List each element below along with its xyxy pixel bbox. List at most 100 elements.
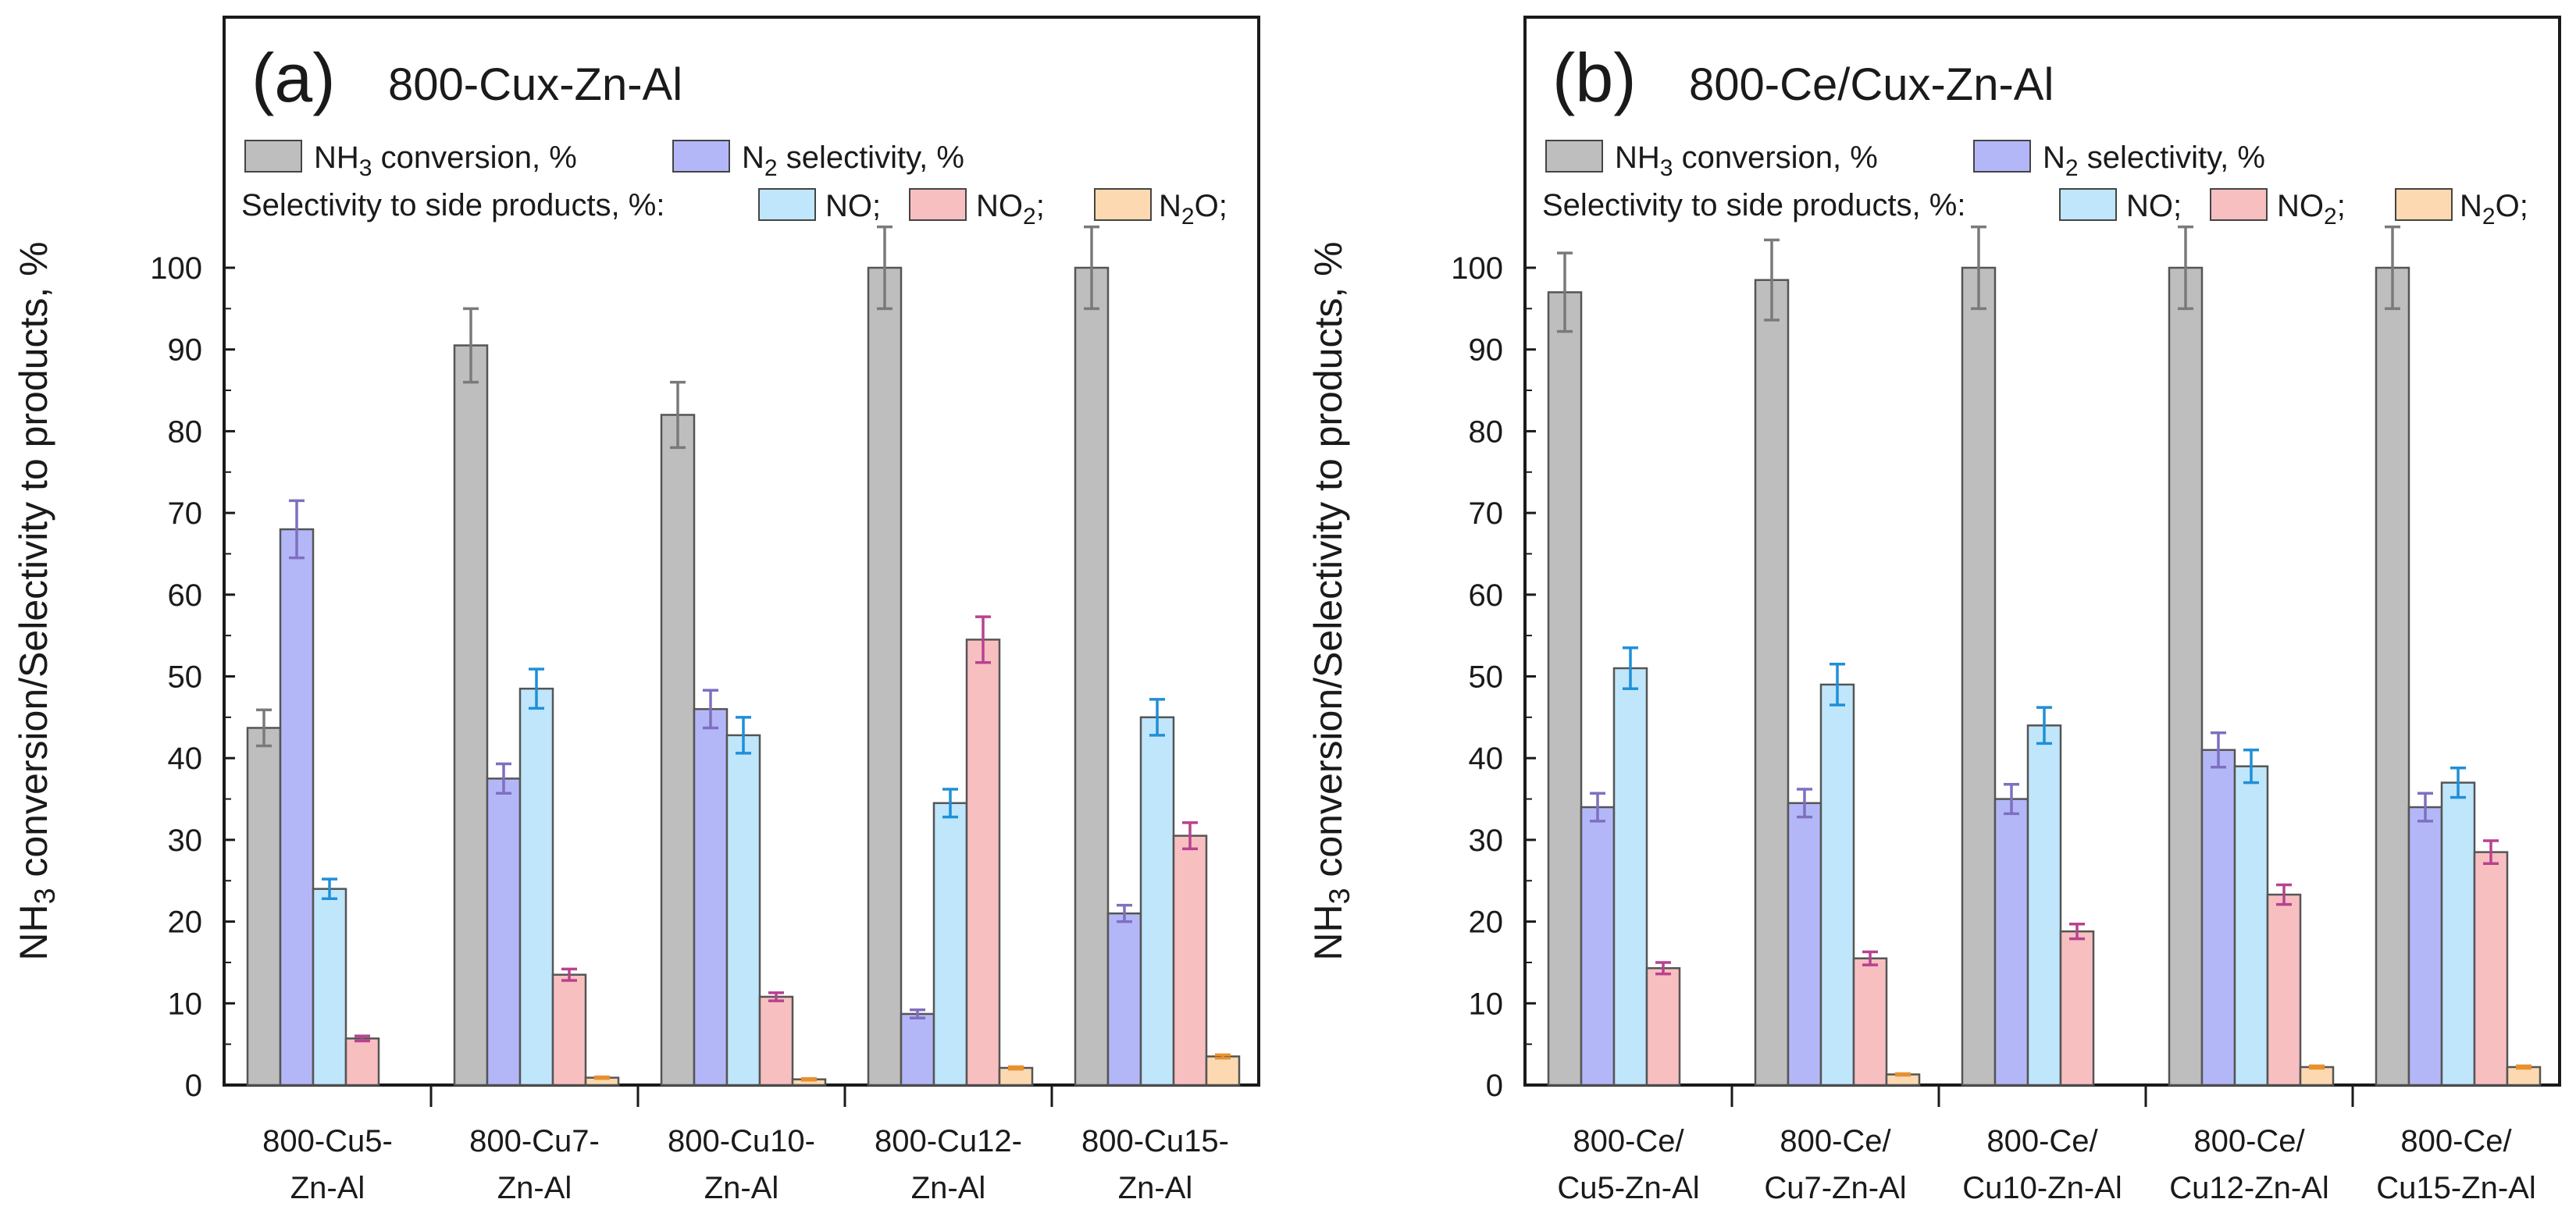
y-axis-label: NH3 conversion/Selectivity to products, …: [1306, 241, 1356, 960]
x-category-label: Cu7-Zn-Al: [1764, 1171, 1906, 1205]
error-bar: [1008, 1065, 1024, 1071]
error-bar: [1971, 225, 1986, 311]
panel-label: (b): [1552, 39, 1637, 116]
error-bar: [1655, 961, 1671, 976]
error-bar: [877, 225, 893, 311]
bar-no: [1819, 683, 1855, 1087]
legend-swatch-nh3: [244, 140, 302, 173]
bar-no: [1139, 716, 1175, 1087]
x-category-label: Zn-Al: [290, 1171, 365, 1205]
bar-nh3: [453, 344, 489, 1087]
bar-no: [518, 687, 554, 1087]
x-category-label: Zn-Al: [497, 1171, 572, 1205]
error-bar: [768, 991, 784, 1002]
x-category-label: 800-Ce/: [1573, 1124, 1684, 1158]
legend-swatch-no: [758, 188, 816, 221]
bar-nh3: [1547, 291, 1583, 1087]
error-bar: [2069, 922, 2085, 941]
x-category-label: 800-Cu7-: [469, 1124, 600, 1158]
bar-no2: [344, 1037, 380, 1087]
error-bar: [801, 1076, 817, 1082]
y-tick-label: 100: [150, 251, 202, 286]
error-bar: [496, 762, 511, 795]
error-bar: [1830, 663, 1845, 706]
bar-nh3: [1754, 279, 1790, 1087]
error-bar: [1557, 251, 1573, 333]
bar-no: [2440, 781, 2476, 1087]
legend-label-nh3: NH3 conversion, %: [314, 141, 577, 181]
bar-no: [2026, 724, 2062, 1087]
legend-swatch-no: [2059, 188, 2117, 221]
panel-a: (a) 800-Cux-Zn-Al NH3 conversion, % N2 sele…: [12, 16, 1260, 1205]
error-bar: [561, 967, 577, 982]
error-bar: [322, 877, 337, 901]
x-category-label: Zn-Al: [911, 1171, 986, 1205]
bar-n2: [486, 777, 522, 1087]
legend-label-nh3: NH3 conversion, %: [1615, 141, 1878, 181]
error-bar: [1149, 698, 1165, 737]
error-bar: [463, 307, 479, 384]
error-bar: [594, 1075, 610, 1080]
x-category-label: 800-Cu12-: [875, 1124, 1022, 1158]
y-tick-label: 10: [1469, 987, 1504, 1021]
y-tick-label: 40: [168, 742, 203, 776]
y-tick-label: 100: [1451, 251, 1503, 286]
bar-n2: [2200, 749, 2236, 1087]
bar-n2: [2407, 806, 2443, 1087]
error-bar: [1182, 821, 1198, 851]
y-tick-label: 0: [185, 1069, 202, 1103]
legend-side-products-label: Selectivity to side products, %:: [1542, 188, 1965, 222]
error-bar: [1623, 646, 1638, 690]
panel-b: (b) 800-Ce/Cux-Zn-Al NH3 conversion, % N2 s…: [1306, 16, 2561, 1205]
error-bar: [975, 615, 991, 664]
x-category-label: Cu15-Zn-Al: [2376, 1171, 2536, 1205]
error-bar: [2385, 225, 2400, 311]
bar-n2o: [2506, 1066, 2542, 1087]
y-tick-label: 80: [168, 415, 203, 449]
bar-no: [1612, 667, 1648, 1087]
x-category-label: Cu12-Zn-Al: [2169, 1171, 2329, 1205]
x-category-label: 800-Cu10-: [668, 1124, 815, 1158]
error-bar: [1895, 1072, 1911, 1077]
legend-label-n2: N2 selectivity, %: [2043, 141, 2265, 181]
y-axis-label: NH3 conversion/Selectivity to products, …: [12, 241, 61, 960]
x-category-label: 800-Cu5-: [262, 1124, 393, 1158]
bar-no: [312, 888, 347, 1087]
bar-nh3: [867, 266, 903, 1087]
bar-no: [932, 802, 968, 1087]
x-category-label: 800-Ce/: [2400, 1124, 2512, 1158]
y-tick-label: 70: [1469, 496, 1504, 531]
y-tick-label: 70: [168, 496, 203, 531]
legend-label-n2: N2 selectivity, %: [742, 141, 964, 181]
legend-swatch-n2o: [2395, 188, 2453, 221]
error-bar: [1764, 238, 1780, 322]
error-bar: [2178, 225, 2193, 311]
bar-no2: [2266, 893, 2302, 1087]
legend-swatch-nh3: [1545, 140, 1603, 173]
error-bar: [256, 708, 272, 748]
x-category-label: 800-Ce/: [2193, 1124, 2305, 1158]
y-tick-label: 90: [1469, 333, 1504, 368]
legend-swatch-n2: [1973, 140, 2031, 173]
bar-no2: [1645, 967, 1681, 1087]
bar-no2: [1172, 834, 1208, 1087]
y-tick-label: 40: [1469, 742, 1504, 776]
error-bar: [2036, 706, 2052, 745]
bar-n2: [1580, 806, 1616, 1087]
y-tick-label: 50: [168, 660, 203, 695]
bar-n2: [1106, 912, 1142, 1087]
bar-no2: [965, 639, 1001, 1087]
error-bar: [670, 380, 686, 450]
x-category-label: Cu10-Zn-Al: [1962, 1171, 2122, 1205]
bar-n2o: [1205, 1055, 1241, 1087]
error-bar: [355, 1034, 370, 1043]
error-bar: [942, 788, 958, 819]
x-category-label: Zn-Al: [1118, 1171, 1193, 1205]
y-tick-label: 10: [168, 987, 203, 1021]
bar-nh3: [2168, 266, 2204, 1087]
legend-label-no2: NO2;: [2277, 189, 2346, 230]
legend-label-no: NO;: [825, 189, 881, 223]
x-category-label: 800-Ce/: [1986, 1124, 2098, 1158]
error-bar: [910, 1008, 925, 1019]
